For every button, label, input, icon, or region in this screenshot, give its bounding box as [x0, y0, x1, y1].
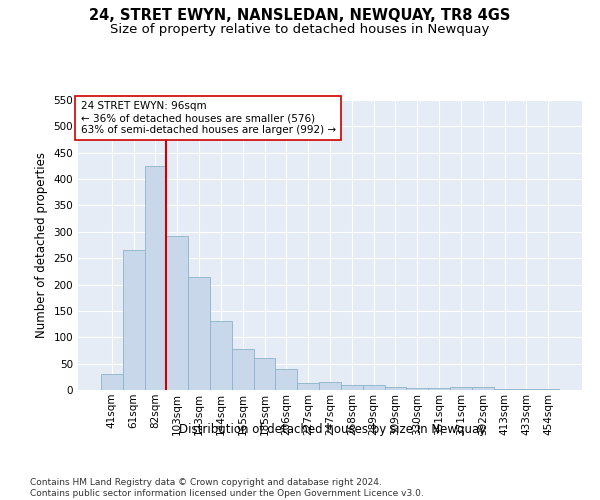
Bar: [363, 386, 385, 390]
Y-axis label: Number of detached properties: Number of detached properties: [35, 152, 48, 338]
Bar: [123, 250, 145, 390]
Bar: [385, 387, 406, 390]
Bar: [494, 389, 515, 390]
Bar: [101, 374, 123, 390]
Text: Contains HM Land Registry data © Crown copyright and database right 2024.
Contai: Contains HM Land Registry data © Crown c…: [30, 478, 424, 498]
Bar: [210, 322, 232, 390]
Bar: [254, 358, 275, 390]
Bar: [341, 384, 363, 390]
Bar: [297, 382, 319, 390]
Bar: [515, 389, 537, 390]
Bar: [188, 276, 210, 390]
Bar: [145, 166, 166, 390]
Text: 24 STRET EWYN: 96sqm
← 36% of detached houses are smaller (576)
63% of semi-deta: 24 STRET EWYN: 96sqm ← 36% of detached h…: [80, 102, 335, 134]
Bar: [319, 382, 341, 390]
Bar: [232, 349, 254, 390]
Bar: [450, 388, 472, 390]
Bar: [428, 388, 450, 390]
Text: 24, STRET EWYN, NANSLEDAN, NEWQUAY, TR8 4GS: 24, STRET EWYN, NANSLEDAN, NEWQUAY, TR8 …: [89, 8, 511, 22]
Text: Distribution of detached houses by size in Newquay: Distribution of detached houses by size …: [179, 422, 487, 436]
Bar: [472, 388, 494, 390]
Bar: [537, 389, 559, 390]
Bar: [406, 388, 428, 390]
Bar: [275, 369, 297, 390]
Bar: [166, 236, 188, 390]
Text: Size of property relative to detached houses in Newquay: Size of property relative to detached ho…: [110, 22, 490, 36]
